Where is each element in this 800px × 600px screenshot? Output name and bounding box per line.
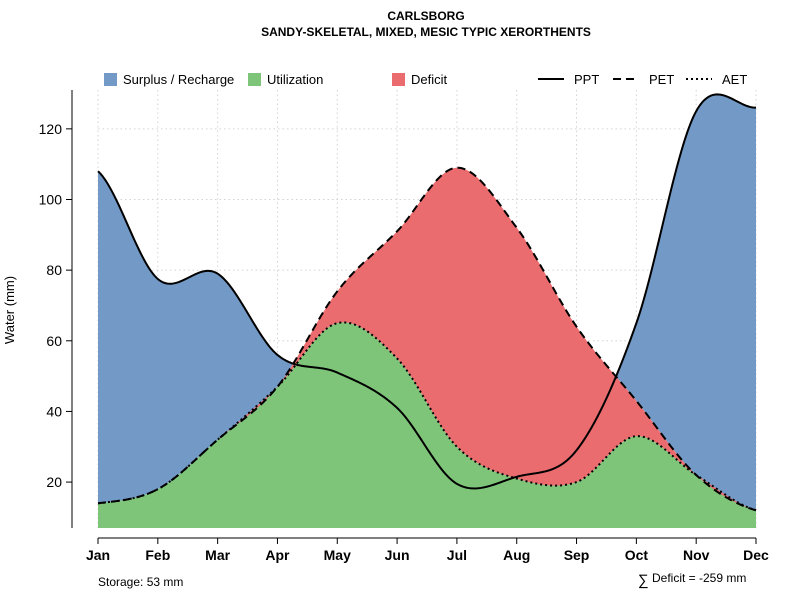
y-tick-label: 40 — [46, 403, 62, 419]
legend-label: Deficit — [411, 72, 448, 87]
legend-swatch — [392, 73, 405, 86]
legend-swatch — [104, 73, 117, 86]
utilization-area — [98, 322, 756, 528]
y-tick-label: 80 — [46, 262, 62, 278]
aet-line — [97, 321, 757, 512]
series-lines — [97, 93, 757, 512]
x-tick-label: Sep — [564, 547, 590, 563]
x-tick-label: Mar — [205, 547, 230, 563]
y-tick-label: 20 — [46, 474, 62, 490]
x-tick-label: Jul — [447, 547, 467, 563]
pet-line — [97, 166, 757, 512]
x-tick-label: Feb — [145, 547, 170, 563]
y-tick-label: 120 — [39, 121, 63, 137]
legend-label: Utilization — [267, 72, 323, 87]
legend-label: AET — [722, 72, 747, 87]
deficit-annotation: Deficit = -259 mm — [652, 571, 746, 585]
y-axis-label: Water (mm) — [2, 276, 17, 344]
x-tick-label: Aug — [503, 547, 530, 563]
x-tick-label: Jun — [385, 547, 410, 563]
y-tick-label: 100 — [39, 192, 63, 208]
storage-annotation: Storage: 53 mm — [98, 575, 183, 589]
legend-label: PPT — [574, 72, 599, 87]
axes: 20 40 60 80 100 120 Jan Feb Mar Apr May Jun Jul Aug Se… — [39, 90, 769, 563]
x-tick-label: Nov — [683, 547, 710, 563]
x-tick-label: Dec — [743, 547, 769, 563]
chart-title: CARLSBORG — [387, 9, 464, 23]
legend-label: PET — [649, 72, 674, 87]
x-tick-label: May — [324, 547, 351, 563]
ppt-line — [97, 93, 757, 490]
deficit-area — [98, 167, 756, 511]
chart-subtitle: SANDY-SKELETAL, MIXED, MESIC TYPIC XEROR… — [261, 25, 591, 39]
legend: Surplus / Recharge Utilization Deficit PPT P… — [104, 72, 747, 87]
deficit-sum-icon: ∑ — [638, 572, 649, 589]
legend-label: Surplus / Recharge — [123, 72, 234, 87]
x-tick-label: Apr — [265, 547, 290, 563]
x-tick-label: Oct — [625, 547, 649, 563]
y-tick-label: 60 — [46, 333, 62, 349]
area-fills — [98, 94, 756, 528]
legend-swatch — [248, 73, 261, 86]
x-tick-label: Jan — [86, 547, 110, 563]
